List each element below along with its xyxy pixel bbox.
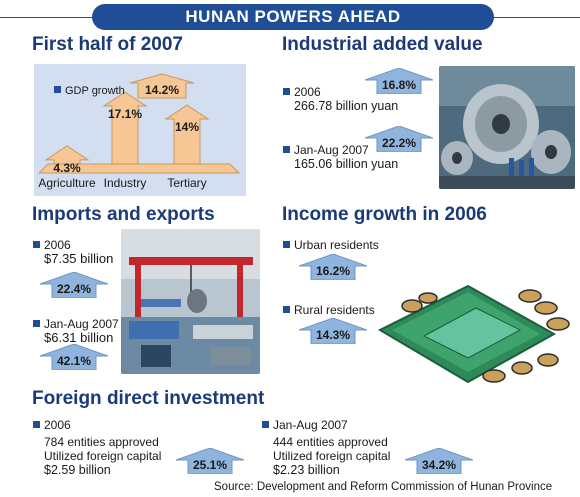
first-half-title: First half of 2007 [32, 34, 183, 55]
fdi-title: Foreign direct investment [32, 388, 265, 409]
steel-coils-photo [439, 66, 575, 189]
income-growth-label: 14.3% [315, 328, 351, 342]
gdp-bar-value-label: 4.3% [53, 161, 81, 175]
gdp-overall-value-label: 14.2% [145, 83, 179, 97]
fdi-year: 2006 [44, 418, 71, 432]
industrial-item-2006: 2006 266.78 billion yuan [283, 85, 398, 113]
up-arrow-icon [299, 254, 367, 280]
fdi-capital-label: Utilized foreign capital [273, 449, 391, 463]
bullet-square [262, 421, 269, 428]
industrial-growth-label: 16.8% [381, 78, 417, 92]
bullet-square [283, 146, 290, 153]
gdp-chart: 4.3%Agriculture 17.1% Industry 14% Tertiary 1… [34, 64, 246, 196]
fdi-capital: $2.23 billion [273, 463, 340, 477]
gdp-bar-value-label: 17.1% [108, 107, 142, 121]
industrial-growth-label: 22.2% [381, 136, 417, 150]
imports-growth-arrow-2006: 22.4% [40, 272, 108, 298]
gdp-bar-industry [102, 91, 148, 165]
up-arrow-icon [176, 448, 244, 474]
fdi-capital-label: Utilized foreign capital [44, 449, 162, 463]
up-arrow-icon [405, 448, 473, 474]
legend-swatch [54, 86, 61, 93]
up-arrow-icon [365, 68, 433, 94]
imports-growth-label: 22.4% [56, 282, 92, 296]
income-label: Urban residents [294, 238, 379, 252]
industrial-growth-arrow-2007: 22.2% [365, 126, 433, 152]
chart-baseline [37, 163, 241, 174]
gdp-bar-tertiary [164, 104, 210, 165]
gdp-overall-arrow [129, 73, 195, 99]
imports-year: 2006 [44, 238, 71, 252]
fdi-growth-arrow-2006: 25.1% [176, 448, 244, 474]
fdi-entities: 444 entities approved [273, 435, 388, 449]
up-arrow-icon [299, 318, 367, 344]
industrial-year: Jan-Aug 2007 [294, 143, 369, 157]
bullet-square [283, 241, 290, 248]
gdp-bar-value-label: 14% [175, 120, 199, 134]
legend-label: GDP growth [65, 85, 125, 97]
imports-item-2007: Jan-Aug 2007 $6.31 billion [33, 317, 119, 345]
bullet-square [33, 320, 40, 327]
imports-growth-label: 42.1% [56, 354, 92, 368]
page-title-banner: HUNAN POWERS AHEAD [92, 4, 494, 30]
gdp-category-label: Industry [104, 176, 147, 190]
source-note: Source: Development and Reform Commissio… [214, 481, 553, 493]
industrial-item-2007: Jan-Aug 2007 165.06 billion yuan [283, 143, 398, 171]
imports-growth-arrow-2007: 42.1% [40, 344, 108, 370]
up-arrow-icon [365, 126, 433, 152]
gdp-category-label: Agriculture [38, 176, 96, 190]
money-illustration [377, 284, 570, 384]
income-title: Income growth in 2006 [282, 204, 487, 225]
imports-value: $7.35 billion [44, 251, 114, 266]
imports-item-2006: 2006 $7.35 billion [33, 238, 113, 266]
up-arrow-icon [40, 272, 108, 298]
up-arrow-icon [40, 344, 108, 370]
bullet-square [283, 306, 290, 313]
bullet-square [283, 88, 290, 95]
industrial-year: 2006 [294, 85, 321, 99]
income-growth-arrow-rural: 14.3% [299, 318, 367, 344]
fdi-entities: 784 entities approved [44, 435, 159, 449]
fdi-growth-arrow-2007: 34.2% [405, 448, 473, 474]
industrial-value: 266.78 billion yuan [294, 99, 399, 113]
fdi-growth-label: 34.2% [421, 458, 457, 472]
income-item-urban: Urban residents [283, 238, 379, 252]
industrial-title: Industrial added value [282, 34, 483, 55]
income-growth-label: 16.2% [315, 264, 351, 278]
fdi-item-2007: Jan-Aug 2007 444 entities approved Utili… [262, 418, 390, 477]
gdp-category-label: Tertiary [167, 176, 206, 190]
gdp-bar-agriculture [44, 145, 90, 165]
chart-legend: GDP growth [54, 84, 125, 98]
income-item-rural: Rural residents [283, 303, 375, 317]
imports-year: Jan-Aug 2007 [44, 317, 119, 331]
fdi-year: Jan-Aug 2007 [273, 418, 348, 432]
industrial-value: 165.06 billion yuan [294, 157, 399, 171]
imports-value: $6.31 billion [44, 330, 114, 345]
industrial-growth-arrow-2006: 16.8% [365, 68, 433, 94]
fdi-capital: $2.59 billion [44, 463, 111, 477]
income-label: Rural residents [294, 303, 375, 317]
port-crane-photo [121, 229, 260, 374]
bullet-square [33, 421, 40, 428]
fdi-item-2006: 2006 784 entities approved Utilized fore… [33, 418, 161, 477]
fdi-growth-label: 25.1% [192, 458, 228, 472]
imports-title: Imports and exports [32, 204, 215, 225]
income-growth-arrow-urban: 16.2% [299, 254, 367, 280]
bullet-square [33, 241, 40, 248]
